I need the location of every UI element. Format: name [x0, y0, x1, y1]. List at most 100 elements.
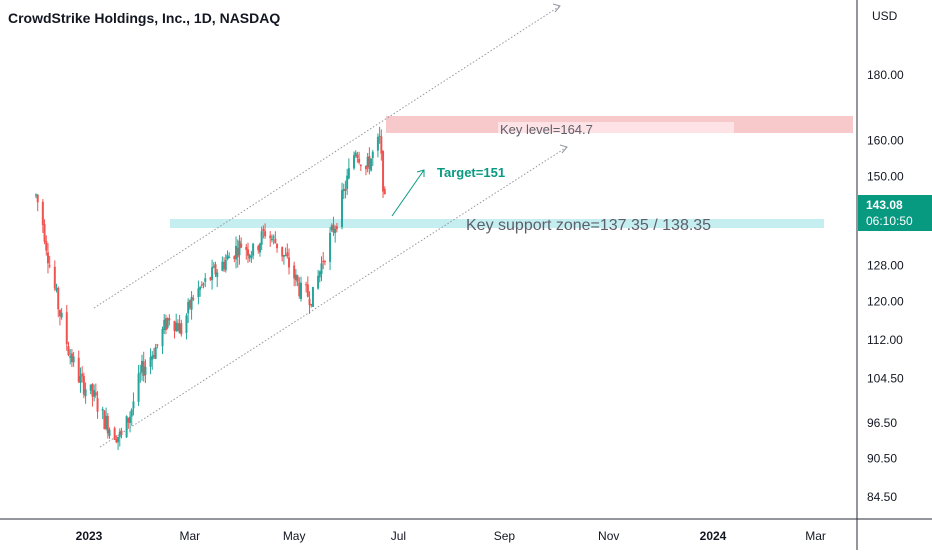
candle-up[interactable]	[117, 436, 120, 443]
candle-down[interactable]	[281, 246, 284, 257]
candle-down[interactable]	[223, 261, 226, 269]
candle-up[interactable]	[151, 355, 154, 360]
candle-down[interactable]	[120, 430, 123, 435]
candle-down[interactable]	[115, 439, 118, 443]
candle-down[interactable]	[286, 252, 289, 257]
candle-down[interactable]	[58, 310, 61, 316]
candle-up[interactable]	[235, 245, 238, 260]
candle-up[interactable]	[342, 189, 345, 192]
candle-down[interactable]	[332, 224, 335, 233]
candle-up[interactable]	[129, 416, 132, 424]
candle-up[interactable]	[137, 373, 140, 402]
candle-down[interactable]	[274, 238, 277, 243]
candle-up[interactable]	[190, 296, 193, 310]
candle-up[interactable]	[317, 275, 320, 289]
candle-up[interactable]	[199, 287, 202, 290]
candle-down[interactable]	[152, 354, 155, 358]
candle-down[interactable]	[380, 136, 383, 154]
candle-up[interactable]	[72, 356, 75, 363]
candle-up[interactable]	[175, 322, 178, 332]
candle-up[interactable]	[354, 152, 357, 157]
candle-up[interactable]	[378, 135, 381, 137]
channel-upper-line[interactable]	[93, 5, 561, 309]
candle-down[interactable]	[113, 428, 116, 440]
candle-up[interactable]	[125, 416, 128, 438]
candle-up[interactable]	[341, 190, 344, 228]
candle-up[interactable]	[311, 286, 314, 307]
candle-up[interactable]	[144, 366, 147, 376]
candle-up[interactable]	[178, 323, 181, 334]
candle-up[interactable]	[250, 255, 253, 258]
candle-up[interactable]	[101, 409, 104, 411]
candle-down[interactable]	[246, 249, 249, 256]
candle-up[interactable]	[320, 263, 323, 275]
candle-down[interactable]	[257, 246, 260, 251]
candle-up[interactable]	[371, 151, 374, 159]
candle-up[interactable]	[330, 225, 333, 231]
candle-up[interactable]	[154, 347, 157, 359]
candle-up[interactable]	[299, 282, 302, 299]
candle-up[interactable]	[226, 255, 229, 260]
candle-down[interactable]	[236, 247, 239, 258]
candle-down[interactable]	[245, 246, 248, 251]
candle-down[interactable]	[276, 243, 279, 249]
candle-down[interactable]	[82, 375, 85, 395]
candle-up[interactable]	[130, 409, 133, 417]
candle-down[interactable]	[188, 300, 191, 308]
candle-up[interactable]	[187, 301, 190, 314]
candle-down[interactable]	[308, 298, 311, 305]
candle-down[interactable]	[96, 398, 99, 412]
candle-down[interactable]	[358, 158, 361, 163]
candle-down[interactable]	[269, 235, 272, 239]
candle-up[interactable]	[161, 328, 164, 347]
support-zone[interactable]	[170, 219, 824, 228]
candle-down[interactable]	[233, 256, 236, 259]
candle-up[interactable]	[347, 168, 350, 179]
candle-down[interactable]	[65, 312, 68, 345]
candle-up[interactable]	[346, 175, 349, 189]
candle-down[interactable]	[77, 357, 80, 382]
candle-up[interactable]	[221, 261, 224, 271]
candle-down[interactable]	[209, 277, 212, 280]
candle-up[interactable]	[166, 318, 169, 328]
candle-down[interactable]	[214, 264, 217, 275]
candle-down[interactable]	[70, 353, 73, 363]
candle-down[interactable]	[164, 318, 167, 330]
candle-up[interactable]	[118, 431, 121, 438]
candle-up[interactable]	[163, 319, 166, 331]
candle-down[interactable]	[262, 228, 265, 232]
candle-down[interactable]	[173, 321, 176, 331]
candle-down[interactable]	[176, 323, 179, 332]
candle-up[interactable]	[238, 240, 241, 256]
channel-lower-line[interactable]	[99, 146, 568, 448]
candle-up[interactable]	[60, 312, 63, 318]
candle-down[interactable]	[383, 188, 386, 195]
candle-up[interactable]	[211, 267, 214, 281]
price-axis[interactable]: 180.00 160.00 150.00 128.00 120.00 112.00 104.…	[867, 68, 904, 504]
candle-down[interactable]	[168, 318, 171, 321]
candle-down[interactable]	[127, 417, 130, 423]
candle-up[interactable]	[197, 288, 200, 298]
candle-up[interactable]	[366, 156, 369, 168]
candle-down[interactable]	[368, 156, 371, 170]
candle-down[interactable]	[293, 265, 296, 279]
candle-down[interactable]	[45, 240, 48, 251]
candle-up[interactable]	[84, 389, 87, 397]
candle-up[interactable]	[185, 315, 188, 333]
candle-down[interactable]	[91, 384, 94, 397]
candle-down[interactable]	[323, 261, 326, 263]
candle-down[interactable]	[306, 284, 309, 297]
candle-up[interactable]	[108, 429, 111, 436]
candle-up[interactable]	[376, 137, 379, 151]
candle-up[interactable]	[258, 243, 261, 253]
candle-down[interactable]	[192, 298, 195, 300]
candle-up[interactable]	[35, 194, 38, 196]
candle-down[interactable]	[106, 415, 109, 434]
candle-down[interactable]	[36, 194, 39, 203]
candle-up[interactable]	[139, 372, 142, 374]
candle-up[interactable]	[69, 355, 72, 358]
candle-up[interactable]	[334, 228, 337, 234]
candle-down[interactable]	[200, 284, 203, 286]
candle-down[interactable]	[41, 201, 44, 226]
candle-down[interactable]	[382, 151, 385, 192]
